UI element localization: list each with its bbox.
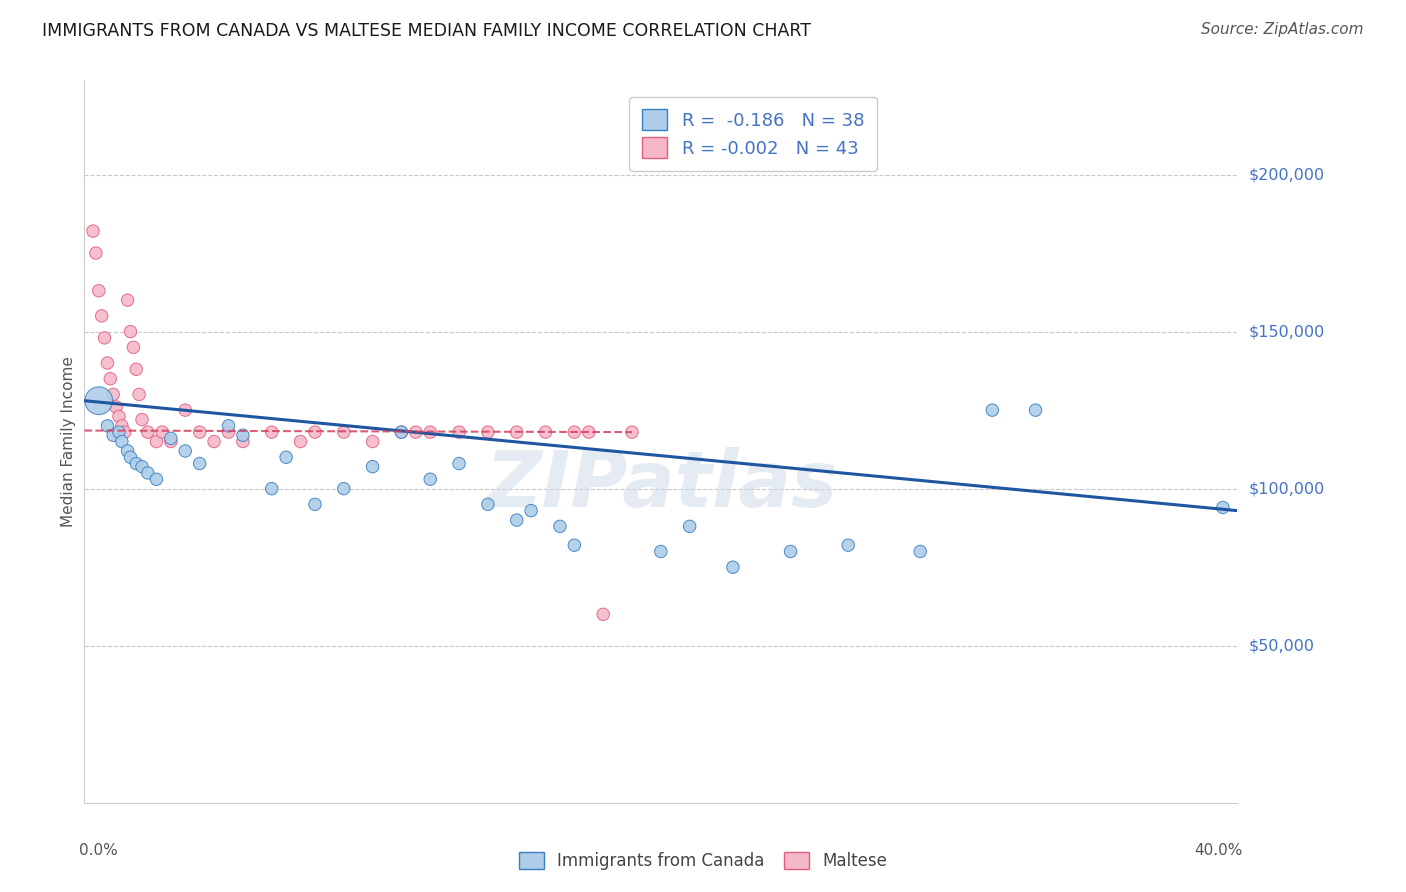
Point [506, 513, 529, 527]
Point [117, 293, 139, 308]
Text: $100,000: $100,000 [1249, 481, 1324, 496]
Point [578, 425, 600, 439]
Point [202, 434, 225, 449]
Point [304, 425, 326, 439]
Point [276, 450, 298, 465]
Point [128, 387, 150, 401]
Point [419, 472, 441, 486]
Legend: R =  -0.186   N = 38, R = -0.002   N = 43: R = -0.186 N = 38, R = -0.002 N = 43 [630, 96, 877, 170]
Point [103, 387, 124, 401]
Point [90, 309, 112, 323]
Point [122, 340, 145, 354]
Point [1025, 403, 1047, 417]
Point [98, 372, 121, 386]
Point [419, 425, 441, 439]
Text: $200,000: $200,000 [1249, 167, 1324, 182]
Point [621, 425, 644, 439]
Point [779, 544, 801, 558]
Point [477, 425, 499, 439]
Point [103, 428, 124, 442]
Text: IMMIGRANTS FROM CANADA VS MALTESE MEDIAN FAMILY INCOME CORRELATION CHART: IMMIGRANTS FROM CANADA VS MALTESE MEDIAN… [42, 22, 811, 40]
Point [232, 428, 254, 442]
Point [84, 246, 107, 260]
Text: 0.0%: 0.0% [79, 843, 117, 857]
Point [108, 409, 131, 424]
Point [534, 425, 557, 439]
Point [87, 284, 110, 298]
Point [136, 425, 159, 439]
Point [111, 418, 134, 433]
Point [125, 457, 148, 471]
Text: $150,000: $150,000 [1249, 324, 1324, 339]
Point [304, 497, 326, 511]
Point [96, 418, 118, 433]
Point [260, 425, 283, 439]
Point [136, 466, 159, 480]
Y-axis label: Median Family Income: Median Family Income [60, 356, 76, 527]
Point [520, 503, 543, 517]
Point [111, 434, 134, 449]
Point [93, 331, 115, 345]
Point [333, 482, 356, 496]
Text: 40.0%: 40.0% [1195, 843, 1243, 857]
Point [125, 362, 148, 376]
Point [150, 425, 173, 439]
Point [506, 425, 529, 439]
Point [131, 459, 153, 474]
Point [188, 425, 211, 439]
Point [449, 457, 471, 471]
Point [87, 393, 110, 408]
Point [391, 425, 413, 439]
Point [405, 425, 427, 439]
Point [548, 519, 571, 533]
Point [1212, 500, 1234, 515]
Text: Source: ZipAtlas.com: Source: ZipAtlas.com [1201, 22, 1364, 37]
Point [174, 403, 197, 417]
Point [120, 325, 142, 339]
Point [131, 412, 153, 426]
Point [218, 418, 240, 433]
Point [650, 544, 672, 558]
Point [174, 444, 197, 458]
Point [218, 425, 240, 439]
Point [592, 607, 614, 622]
Point [232, 434, 254, 449]
Point [449, 425, 471, 439]
Point [333, 425, 356, 439]
Point [564, 538, 586, 552]
Point [260, 482, 283, 496]
Point [361, 459, 384, 474]
Point [105, 400, 128, 414]
Point [290, 434, 312, 449]
Text: $50,000: $50,000 [1249, 639, 1315, 653]
Point [391, 425, 413, 439]
Point [721, 560, 744, 574]
Point [564, 425, 586, 439]
Text: ZIPatlas: ZIPatlas [485, 447, 837, 523]
Point [96, 356, 118, 370]
Point [120, 450, 142, 465]
Point [160, 431, 183, 445]
Point [117, 444, 139, 458]
Legend: Immigrants from Canada, Maltese: Immigrants from Canada, Maltese [512, 845, 894, 877]
Point [145, 472, 167, 486]
Point [160, 434, 183, 449]
Point [837, 538, 859, 552]
Point [108, 425, 131, 439]
Point [679, 519, 702, 533]
Point [82, 224, 104, 238]
Point [361, 434, 384, 449]
Point [910, 544, 932, 558]
Point [145, 434, 167, 449]
Point [981, 403, 1004, 417]
Point [188, 457, 211, 471]
Point [114, 425, 136, 439]
Point [477, 497, 499, 511]
